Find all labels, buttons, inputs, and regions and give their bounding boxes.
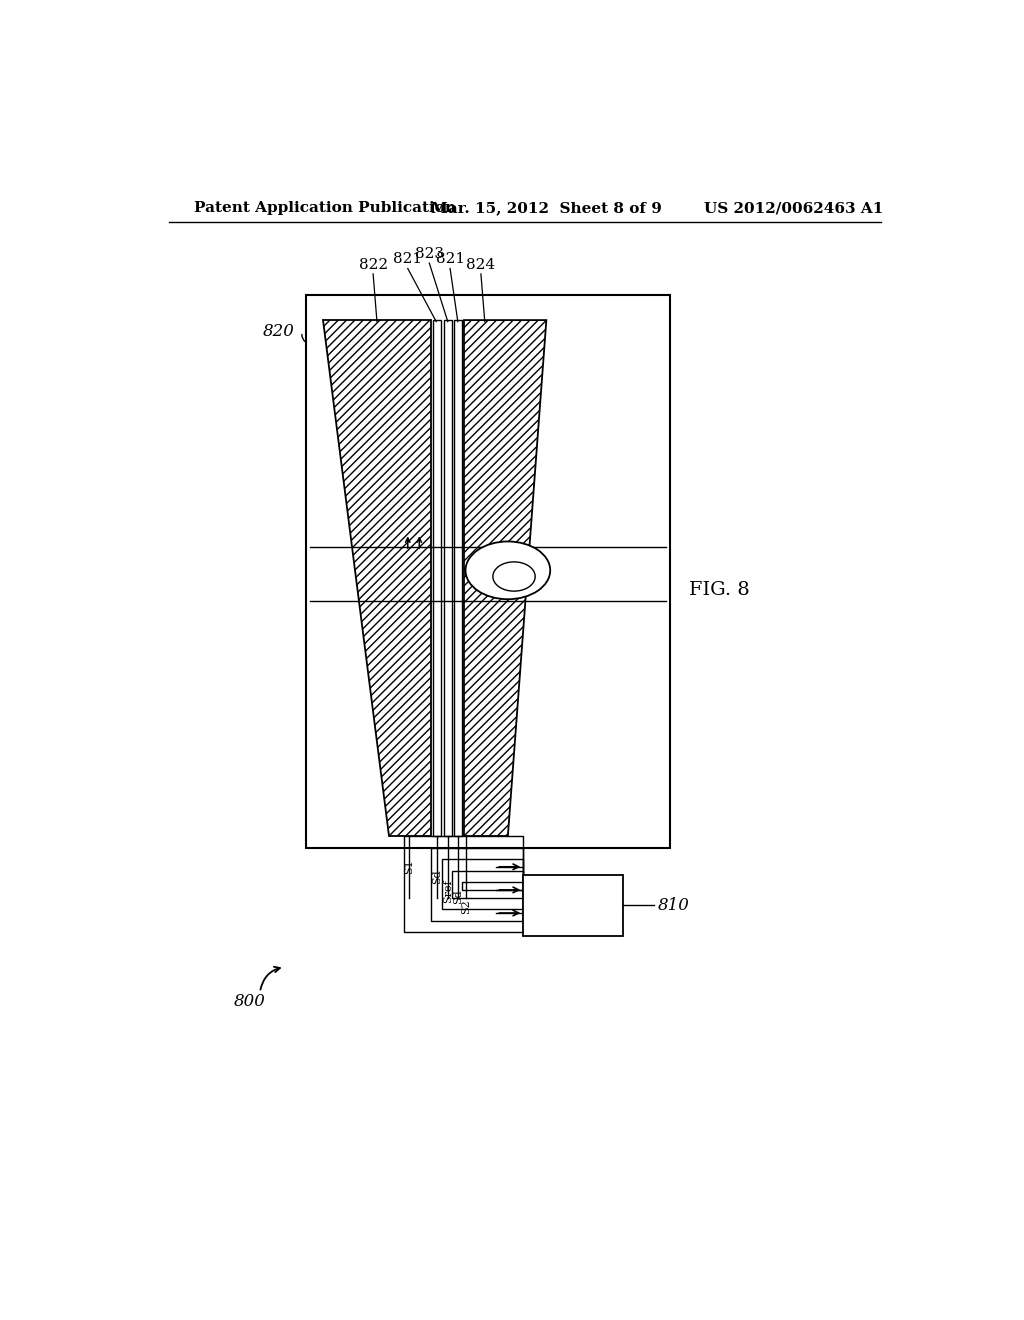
Text: FIG. 8: FIG. 8 — [689, 581, 750, 598]
Text: 820: 820 — [263, 323, 295, 341]
Ellipse shape — [493, 562, 536, 591]
Text: Sref: Sref — [442, 879, 453, 903]
Text: 821: 821 — [435, 252, 465, 267]
Bar — [523, 874, 624, 936]
Bar — [453, 871, 523, 898]
Bar — [454, 321, 462, 836]
Bar — [306, 296, 670, 847]
Text: S1: S1 — [404, 859, 415, 874]
Text: Processing
circuit: Processing circuit — [537, 891, 610, 919]
Text: 810: 810 — [658, 896, 690, 913]
Text: US 2012/0062463 A1: US 2012/0062463 A1 — [705, 202, 884, 215]
Polygon shape — [323, 321, 431, 836]
Text: S2: S2 — [461, 899, 471, 913]
Bar — [442, 859, 523, 909]
Bar — [462, 882, 523, 890]
Text: 823: 823 — [415, 247, 443, 261]
Text: Sd: Sd — [432, 869, 442, 883]
Text: 824: 824 — [466, 257, 496, 272]
Bar — [431, 847, 523, 921]
Text: Mar. 15, 2012  Sheet 8 of 9: Mar. 15, 2012 Sheet 8 of 9 — [431, 202, 662, 215]
Bar — [403, 836, 523, 932]
Bar — [433, 321, 441, 836]
Bar — [444, 321, 452, 836]
Text: 800: 800 — [233, 993, 266, 1010]
Polygon shape — [464, 321, 547, 836]
Ellipse shape — [466, 541, 550, 599]
Text: Patent Application Publication: Patent Application Publication — [194, 202, 456, 215]
Text: 821: 821 — [393, 252, 422, 267]
Text: Sd: Sd — [453, 890, 463, 904]
Text: 822: 822 — [358, 257, 388, 272]
